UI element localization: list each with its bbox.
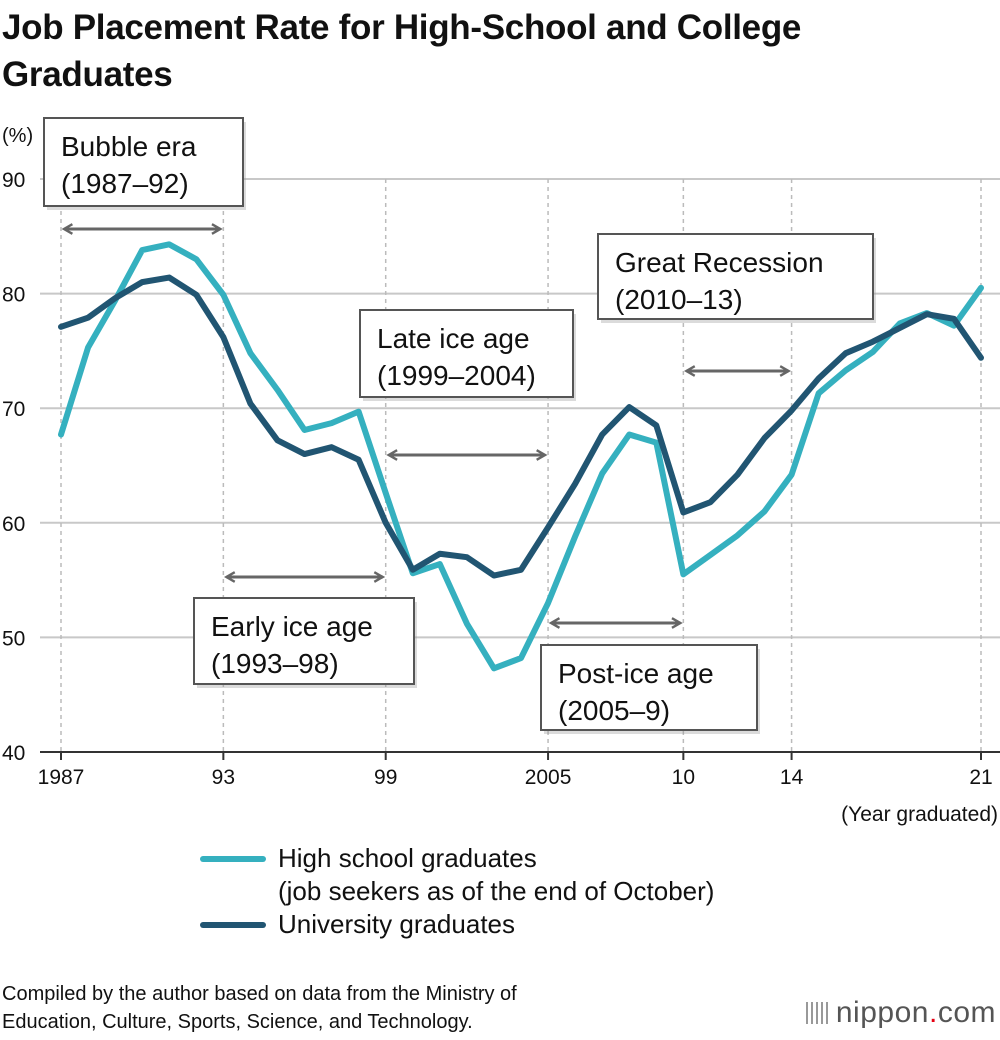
chart-title: Job Placement Rate for High-School and C… xyxy=(2,8,802,94)
nippon-logo: nippon.com xyxy=(805,996,996,1030)
annotation-box xyxy=(597,233,874,320)
annotation-range: (2010–13) xyxy=(615,284,743,315)
logo-mark-icon xyxy=(805,1002,830,1024)
legend: High school graduates (job seekers as of… xyxy=(200,842,714,941)
logo-name: nippon xyxy=(835,996,929,1029)
legend-label-high-school: High school graduates xyxy=(278,843,537,873)
logo-tld: com xyxy=(937,996,996,1029)
line-chart: 40 50 60 70 80 90 (%) 1987 93 99 2005 10 14 21 (Year g… xyxy=(2,117,1000,826)
annotation-range: (1993–98) xyxy=(211,648,339,679)
x-tick-label: 21 xyxy=(969,766,992,789)
annotation-range: (1999–2004) xyxy=(377,360,536,391)
legend-item-university: University graduates xyxy=(200,908,714,941)
y-axis-label: (%) xyxy=(2,125,33,147)
source-note: Compiled by the author based on data fro… xyxy=(2,980,517,1036)
x-tick-label: 99 xyxy=(374,766,397,789)
legend-label-high-school-note: (job seekers as of the end of October) xyxy=(278,876,715,906)
annotation-box xyxy=(540,644,758,731)
annotation-range: (2005–9) xyxy=(558,695,670,726)
x-tick-label: 93 xyxy=(212,766,235,789)
y-tick-label: 50 xyxy=(2,627,25,650)
legend-item-high-school: High school graduates (job seekers as of… xyxy=(200,842,714,908)
annotation-label: Great Recession xyxy=(615,247,824,278)
annotation-box xyxy=(193,597,415,685)
y-tick-label: 90 xyxy=(2,169,25,192)
source-line-2: Education, Culture, Sports, Science, and… xyxy=(2,1011,473,1033)
y-tick-label: 80 xyxy=(2,284,25,307)
annotation-label: Bubble era xyxy=(61,131,197,162)
annotation-label: Post-ice age xyxy=(558,658,714,689)
x-tick-label: 10 xyxy=(672,766,695,789)
annotation-box xyxy=(43,117,244,207)
x-axis-label: (Year graduated) xyxy=(841,803,998,826)
y-tick-label: 70 xyxy=(2,398,25,421)
legend-swatch-university xyxy=(200,922,266,928)
y-tick-label: 60 xyxy=(2,513,25,536)
y-tick-label: 40 xyxy=(2,742,25,765)
x-tick-label: 2005 xyxy=(525,766,572,789)
logo-dot: . xyxy=(928,996,938,1029)
source-line-1: Compiled by the author based on data fro… xyxy=(2,983,517,1005)
x-tick-label: 1987 xyxy=(38,766,85,789)
annotation-label: Early ice age xyxy=(211,611,373,642)
legend-swatch-high-school xyxy=(200,856,266,862)
annotation-box xyxy=(359,309,574,398)
x-tick-label: 14 xyxy=(780,766,804,789)
legend-label-university: University graduates xyxy=(278,909,515,939)
annotation-range: (1987–92) xyxy=(61,168,189,199)
annotation-label: Late ice age xyxy=(377,323,530,354)
